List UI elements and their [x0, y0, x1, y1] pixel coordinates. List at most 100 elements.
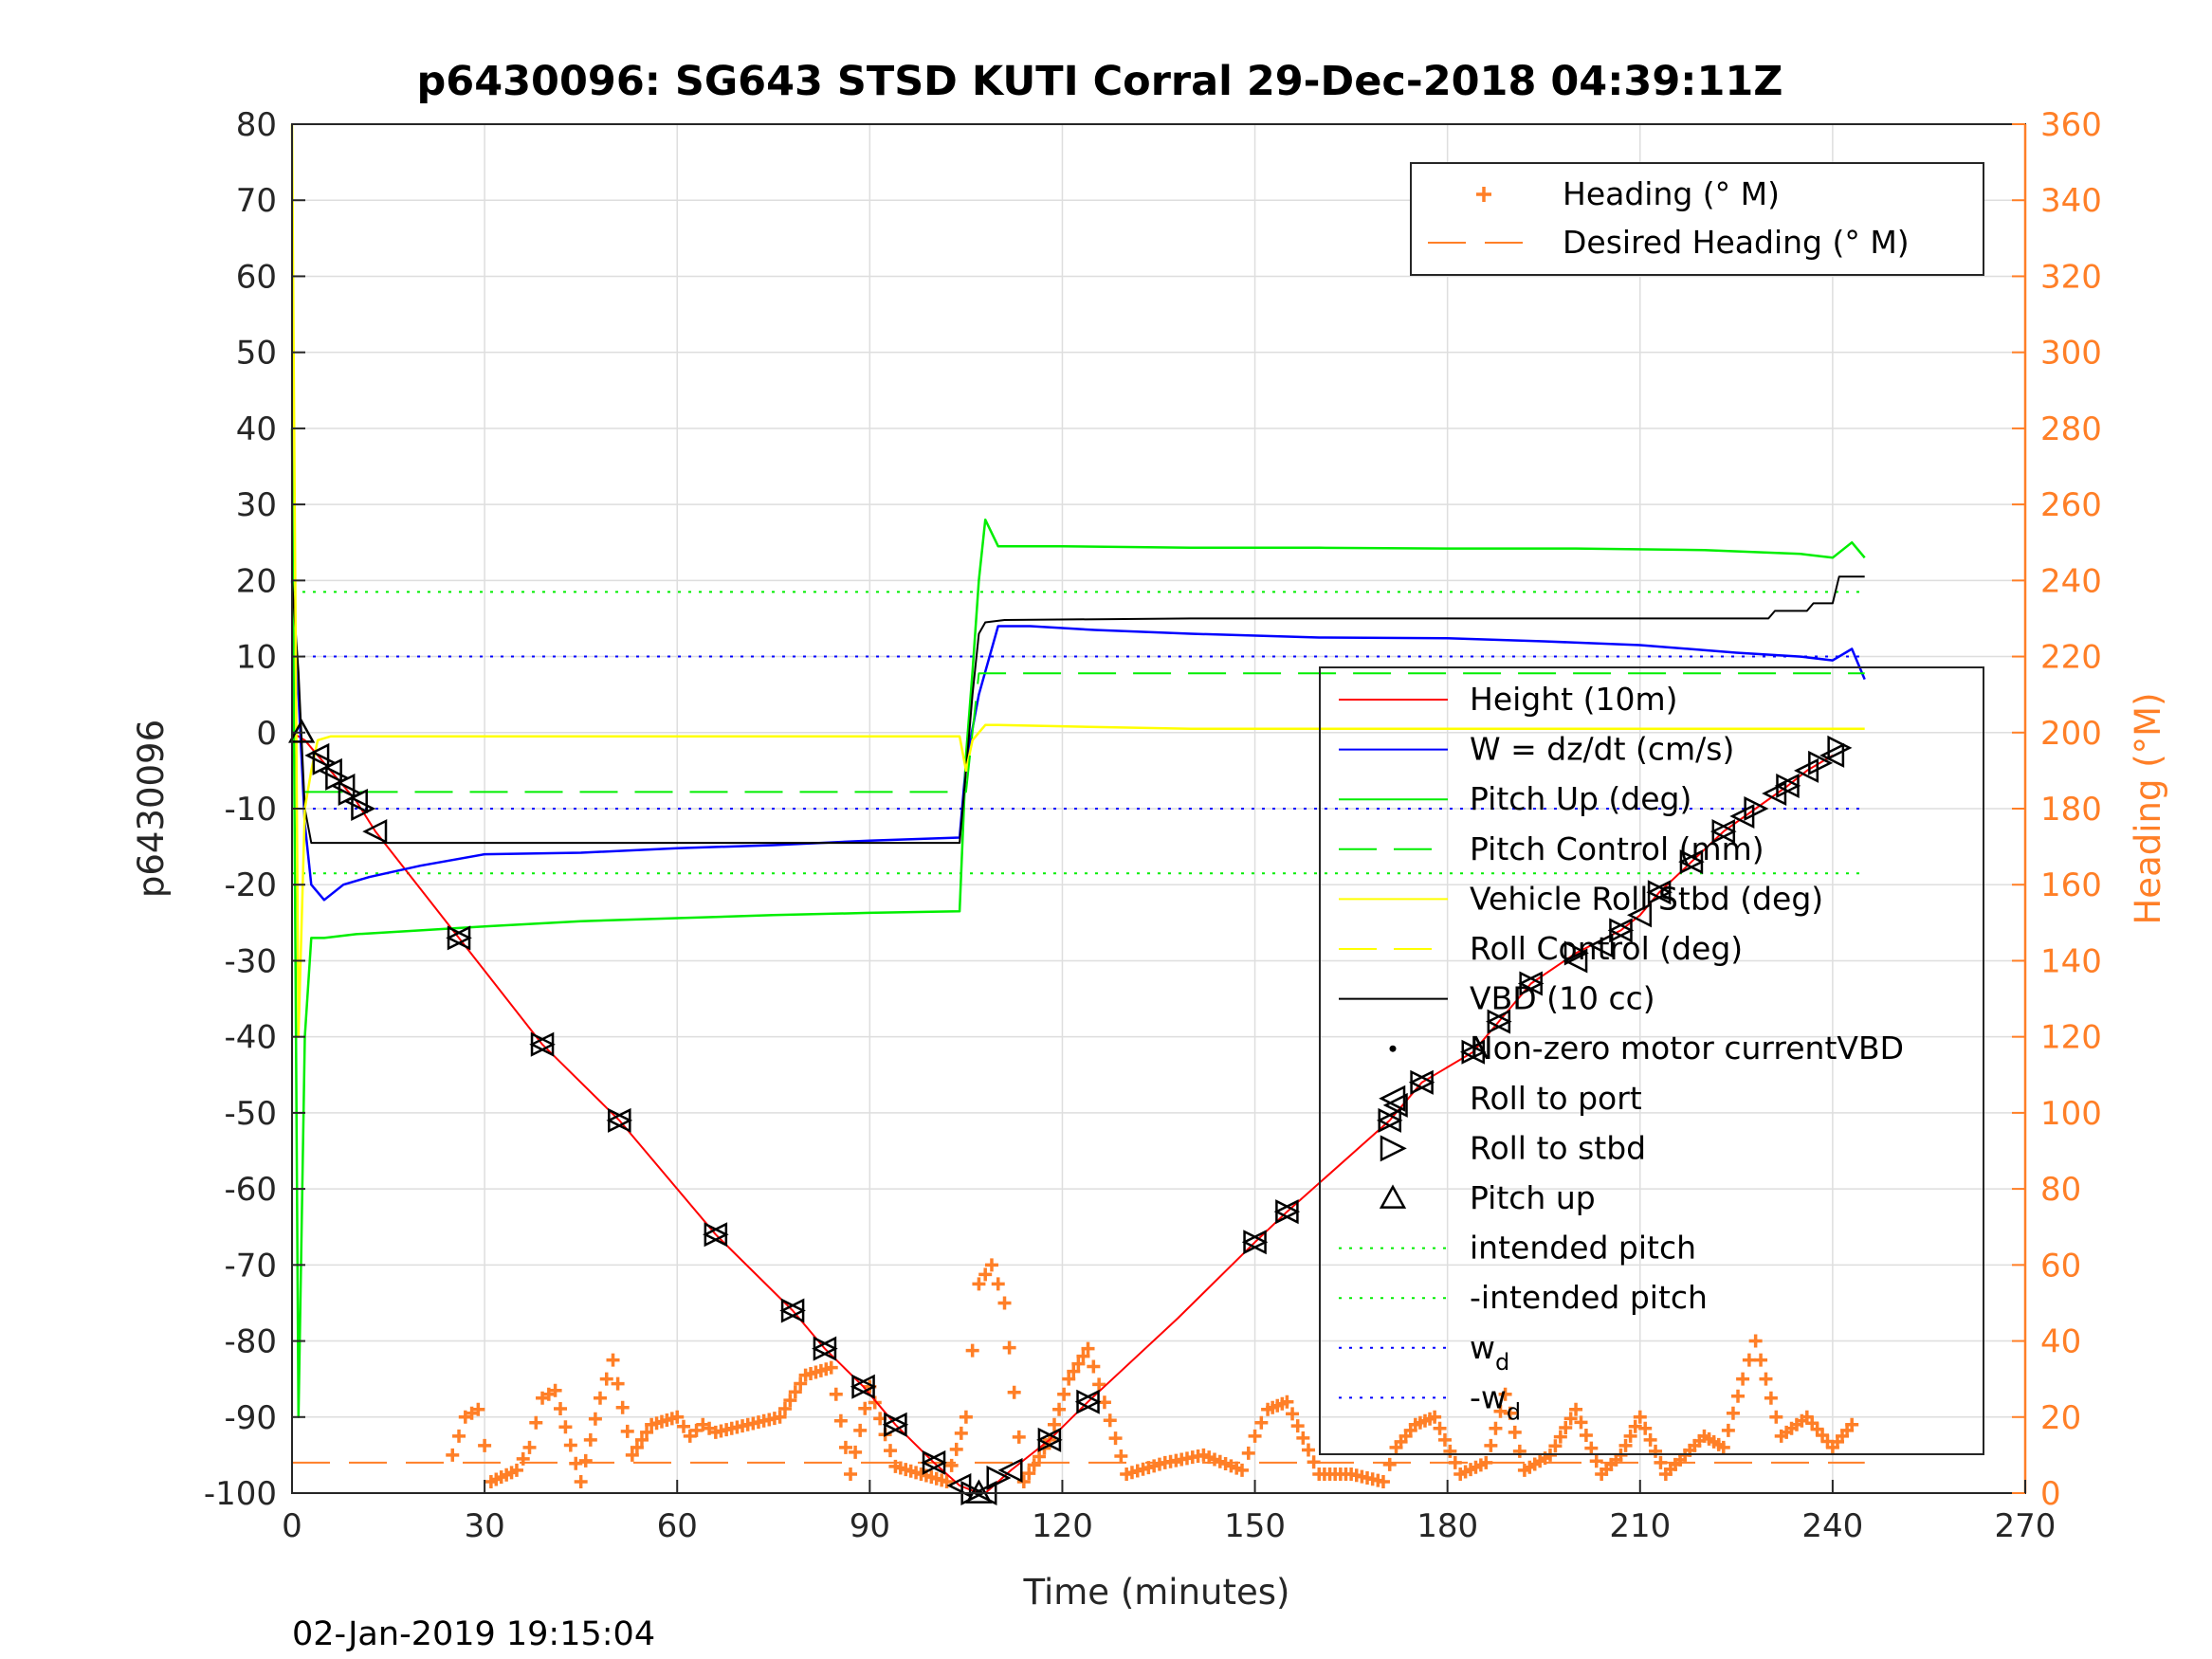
heading-marker — [1569, 1402, 1583, 1416]
heading-marker — [1376, 1474, 1390, 1488]
heading-marker — [794, 1376, 808, 1391]
roll-stbd-marker — [1037, 1427, 1063, 1452]
heading-marker — [522, 1440, 537, 1454]
heading-marker — [1489, 1421, 1503, 1435]
heading-marker — [1764, 1391, 1778, 1405]
heading-marker — [858, 1401, 872, 1415]
heading-marker — [478, 1438, 492, 1452]
heading-marker — [1448, 1455, 1462, 1469]
heading-marker — [773, 1410, 787, 1424]
legend-heading: Heading (° M) Desired Heading (° M) — [1410, 162, 1984, 276]
roll-stbd-marker — [922, 1449, 947, 1475]
heading-marker — [1498, 1387, 1512, 1401]
heading-marker — [1493, 1404, 1508, 1418]
y-tick-label-left: 40 — [236, 410, 277, 448]
y-tick-label-left: 10 — [236, 639, 277, 677]
y-tick-label-right: 300 — [2040, 335, 2102, 373]
heading-marker — [1579, 1429, 1593, 1443]
heading-marker — [1067, 1364, 1081, 1378]
roll-port-marker — [1626, 902, 1653, 928]
roll-stbd-marker — [1647, 880, 1673, 905]
x-tick-label: 210 — [1609, 1507, 1671, 1545]
heading-marker — [788, 1385, 802, 1399]
heading-marker — [1103, 1413, 1117, 1428]
heading-marker — [1721, 1423, 1735, 1437]
heading-marker — [1574, 1415, 1588, 1430]
y-tick-label-right: 40 — [2040, 1323, 2081, 1361]
heading-marker — [1553, 1430, 1567, 1444]
legend-item-1-label: W = dz/dt (cm/s) — [1470, 731, 1734, 768]
y-tick-label-left: -20 — [224, 866, 277, 904]
roll-stbd-marker — [325, 765, 351, 791]
roll-stbd-marker — [530, 1031, 556, 1057]
y-tick-label-left: 0 — [256, 715, 277, 753]
footer-timestamp: 02-Jan-2019 19:15:04 — [292, 1615, 655, 1653]
heading-marker — [833, 1413, 848, 1428]
chart-title: p6430096: SG643 STSD KUTI Corral 29-Dec-… — [417, 58, 1783, 105]
heading-marker — [1254, 1415, 1269, 1430]
roll-port-marker — [1382, 1092, 1408, 1118]
heading-marker — [1052, 1402, 1067, 1416]
heading-marker — [1508, 1425, 1522, 1439]
y-tick-label-left: -100 — [204, 1475, 277, 1513]
heading-marker — [1108, 1431, 1123, 1446]
heading-marker — [838, 1440, 852, 1454]
heading-marker — [1479, 1455, 1493, 1469]
heading-marker — [676, 1419, 690, 1433]
legend-item-2-label: Pitch Up (deg) — [1470, 780, 1691, 817]
heading-marker — [824, 1360, 838, 1375]
heading-marker — [516, 1451, 530, 1466]
heading-marker — [554, 1401, 568, 1415]
heading-marker — [1443, 1444, 1457, 1458]
roll-port-marker — [304, 742, 330, 768]
y-tick-label-left: 70 — [236, 182, 277, 220]
heading-marker — [615, 1400, 630, 1414]
heading-marker — [569, 1456, 583, 1470]
y-tick-label-left: -70 — [224, 1247, 277, 1285]
heading-marker — [1428, 1410, 1442, 1424]
heading-marker — [984, 1258, 998, 1272]
legend-item-3-label: Pitch Control (mm) — [1470, 830, 1764, 867]
legend-item-10-label: Pitch up — [1470, 1179, 1596, 1216]
legend-item-4-label: Vehicle Roll Stbd (deg) — [1470, 880, 1823, 917]
bottom-axis-ticks: 0 30 60 90 120 150 180 210 240 270 — [282, 1480, 2056, 1545]
roll-port-marker — [1563, 948, 1588, 974]
heading-marker — [1433, 1421, 1447, 1435]
roll-port-marker — [1588, 933, 1614, 958]
heading-marker — [1012, 1430, 1026, 1444]
legend-item-0-label: Height (10m) — [1470, 681, 1677, 718]
heading-marker — [471, 1402, 485, 1416]
heading-marker — [1027, 1458, 1041, 1472]
legend-item-9-label: Roll to stbd — [1470, 1129, 1646, 1166]
y-tick-label-left: 60 — [236, 258, 277, 296]
heading-marker — [1022, 1467, 1036, 1481]
legend-item-5-label: Roll Control (deg) — [1470, 930, 1743, 967]
y-tick-label-left: 30 — [236, 486, 277, 524]
heading-marker — [630, 1440, 644, 1454]
heading-marker — [529, 1415, 543, 1430]
y-tick-label-right: 260 — [2040, 486, 2102, 524]
heading-marker — [1559, 1421, 1573, 1435]
roll-stbd-marker — [1563, 940, 1589, 966]
heading-marker — [548, 1383, 562, 1397]
y-tick-label-left: 80 — [236, 106, 277, 144]
x-tick-label: 180 — [1417, 1507, 1478, 1545]
heading-marker — [1716, 1440, 1730, 1454]
legend-item-6-label: VBD (10 cc) — [1470, 980, 1655, 1017]
heading-marker — [1643, 1432, 1657, 1447]
heading-marker — [1081, 1341, 1095, 1356]
legend-item-8-label: Roll to port — [1470, 1080, 1642, 1117]
y-tick-label-right: 340 — [2040, 182, 2102, 220]
x-tick-label: 270 — [1995, 1507, 2057, 1545]
roll-stbd-marker — [813, 1336, 838, 1361]
data-markers — [288, 719, 1853, 1506]
y-tick-label-right: 80 — [2040, 1171, 2081, 1209]
roll-port-marker — [362, 819, 388, 845]
heading-marker — [599, 1372, 613, 1386]
heading-marker — [1248, 1429, 1262, 1443]
heading-marker — [640, 1425, 654, 1439]
heading-marker — [625, 1448, 639, 1462]
y-tick-label-left: -10 — [224, 791, 277, 829]
y-tick-label-left: -60 — [224, 1171, 277, 1209]
heading-marker — [978, 1267, 993, 1282]
